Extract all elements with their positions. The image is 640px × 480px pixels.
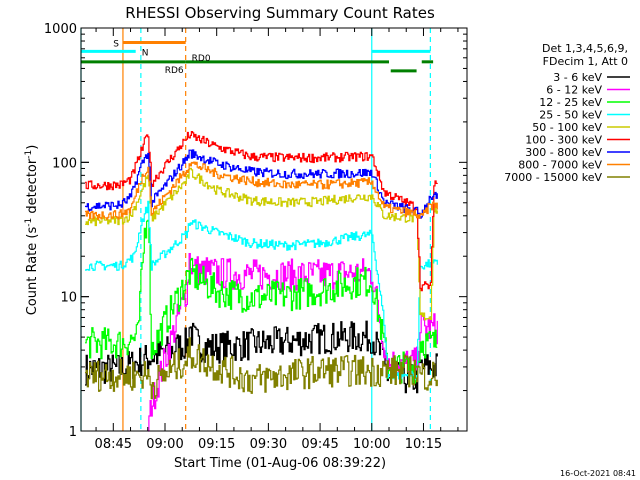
x-tick-label: 09:45 (301, 437, 338, 452)
legend-label-7: 800 - 7000 keV (518, 159, 602, 172)
legend-header-1: Det 1,3,4,5,6,9, (542, 42, 628, 55)
x-tick-label: 09:00 (146, 437, 183, 452)
legend-label-3: 25 - 50 keV (539, 109, 602, 122)
chart-title: RHESSI Observing Summary Count Rates (125, 4, 435, 22)
series-line-7 (85, 161, 438, 220)
x-tick-label: 08:45 (95, 437, 132, 452)
legend: Det 1,3,4,5,6,9, FDecim 1, Att 0 3 - 6 k… (504, 42, 630, 184)
legend-label-1: 6 - 12 keV (546, 84, 602, 97)
y-axis: 1 10 100 1000 (44, 22, 467, 440)
legend-label-8: 7000 - 15000 keV (504, 171, 602, 184)
y-tick-label: 10 (60, 291, 77, 306)
x-tick-label: 10:15 (405, 437, 442, 452)
y-label-sup1: -1 (24, 218, 34, 227)
series-layer (85, 131, 438, 432)
flag-label-1: N (142, 48, 149, 58)
x-tick-label: 09:30 (250, 437, 287, 452)
series-line-5 (85, 131, 438, 292)
x-axis-label: Start Time (01-Aug-06 08:39:22) (174, 456, 386, 471)
flag-label-0: S (113, 39, 119, 49)
series-line-2 (85, 219, 438, 384)
y-label-end: ) (25, 145, 40, 150)
flag-label-3: RD6 (165, 66, 184, 76)
series-line-3 (85, 200, 438, 381)
legend-label-2: 12 - 25 keV (539, 96, 602, 109)
y-label-mid: detector (25, 158, 40, 218)
flag-label-4: RD0 (192, 54, 211, 64)
y-tick-label: 1 (69, 425, 77, 440)
legend-label-4: 50 - 100 keV (532, 121, 602, 134)
legend-label-6: 300 - 800 keV (525, 146, 602, 159)
legend-label-0: 3 - 6 keV (553, 71, 602, 84)
legend-header-2: FDecim 1, Att 0 (543, 55, 628, 68)
legend-label-5: 100 - 300 keV (525, 134, 602, 147)
plot-frame (80, 27, 468, 432)
footer-timestamp: 16-Oct-2021 08:41 (560, 469, 636, 478)
flag-bars: S N RD6 RD0 (81, 39, 434, 76)
y-axis-label: Count Rate (s-1 detector-1) (24, 145, 40, 316)
y-label-main: Count Rate (s (25, 227, 40, 316)
y-label-sup2: -1 (24, 150, 34, 159)
x-tick-label: 10:00 (353, 437, 390, 452)
series-line-8 (85, 337, 438, 400)
series-line-4 (85, 167, 438, 321)
x-tick-label: 09:15 (198, 437, 235, 452)
series-line-6 (85, 149, 438, 219)
series-line-1 (147, 253, 438, 432)
x-axis: 08:45 09:00 09:15 09:30 09:45 10:00 10:15 (95, 28, 459, 452)
y-tick-label: 1000 (44, 22, 77, 37)
y-tick-label: 100 (52, 156, 77, 171)
